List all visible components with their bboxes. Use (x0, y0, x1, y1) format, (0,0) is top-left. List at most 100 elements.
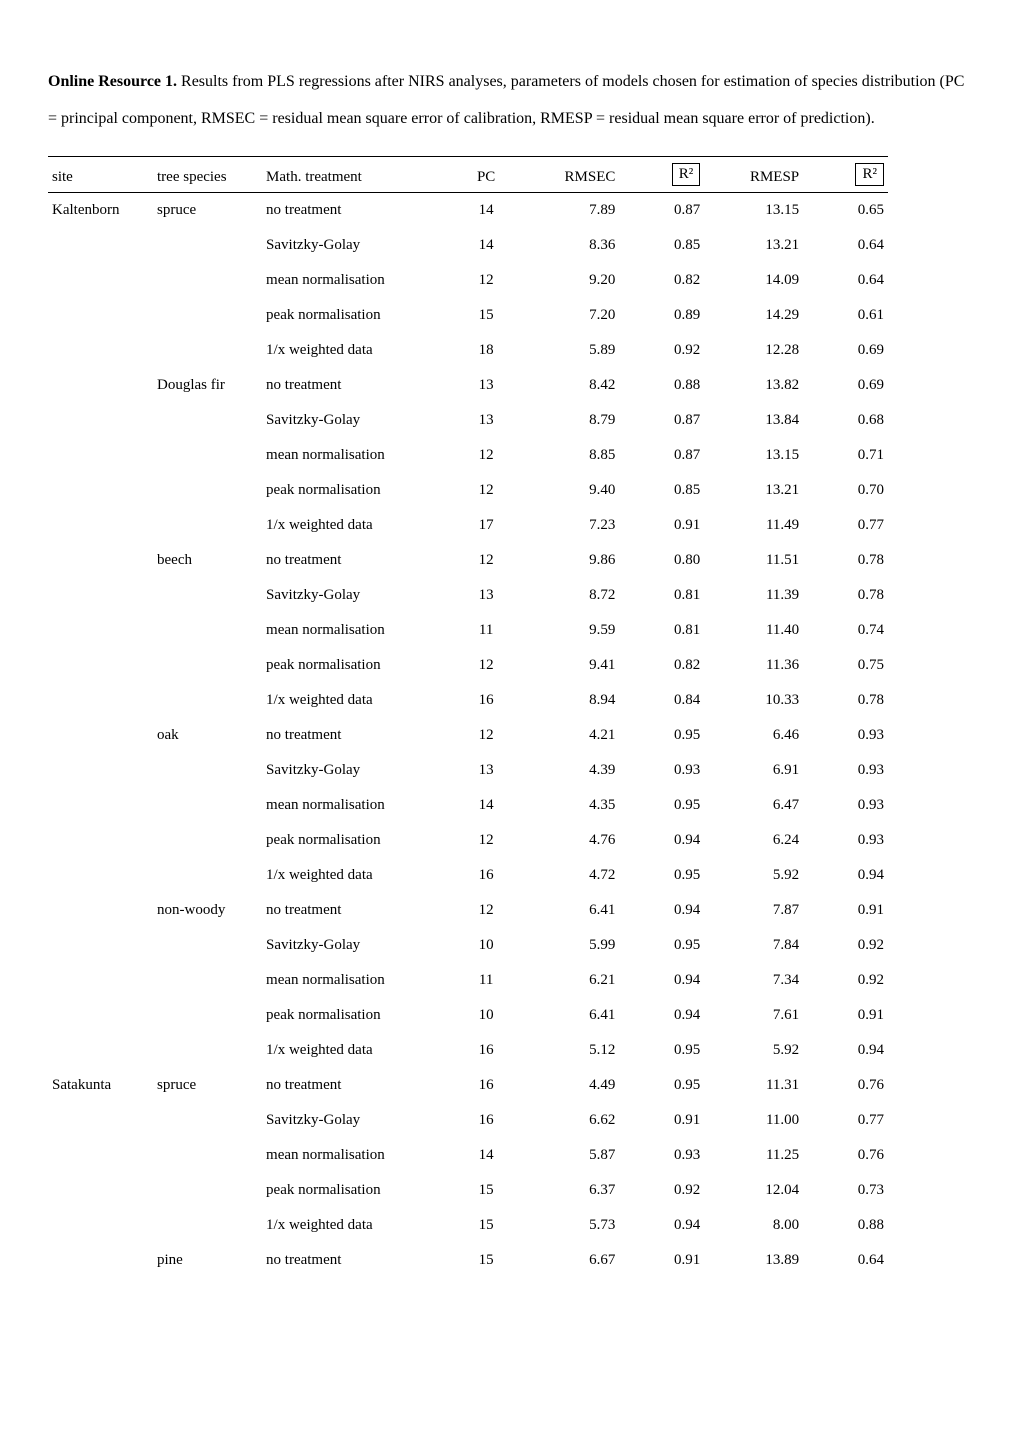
cell (48, 438, 153, 473)
cell: 11 (452, 963, 521, 998)
cell: 4.76 (520, 823, 619, 858)
cell: no treatment (262, 192, 452, 228)
cell: peak normalisation (262, 1173, 452, 1208)
table-row: Douglas firno treatment138.420.8813.820.… (48, 368, 888, 403)
cell: 0.93 (619, 753, 704, 788)
cell: 7.20 (520, 298, 619, 333)
cell: 0.85 (619, 473, 704, 508)
cell: 17 (452, 508, 521, 543)
table-row: mean normalisation145.870.9311.250.76 (48, 1138, 888, 1173)
cell: 5.73 (520, 1208, 619, 1243)
table-row: 1/x weighted data168.940.8410.330.78 (48, 683, 888, 718)
table-row: 1/x weighted data155.730.948.000.88 (48, 1208, 888, 1243)
cell (153, 928, 262, 963)
cell: 6.37 (520, 1173, 619, 1208)
cell: 0.91 (619, 1103, 704, 1138)
cell (48, 858, 153, 893)
cell: 13.84 (704, 403, 803, 438)
table-row: peak normalisation129.410.8211.360.75 (48, 648, 888, 683)
cell (48, 893, 153, 928)
cell (48, 823, 153, 858)
cell (48, 543, 153, 578)
cell: 6.46 (704, 718, 803, 753)
cell (48, 613, 153, 648)
table-row: Satakuntaspruceno treatment164.490.9511.… (48, 1068, 888, 1103)
col-header: R² (803, 156, 888, 192)
caption-label: Online Resource 1. (48, 73, 177, 90)
cell: 8.00 (704, 1208, 803, 1243)
cell (48, 1208, 153, 1243)
cell: 0.94 (619, 1208, 704, 1243)
cell: Savitzky-Golay (262, 1103, 452, 1138)
cell: 12.04 (704, 1173, 803, 1208)
cell: mean normalisation (262, 613, 452, 648)
cell: 0.75 (803, 648, 888, 683)
cell: pine (153, 1243, 262, 1278)
cell (153, 1138, 262, 1173)
cell: spruce (153, 192, 262, 228)
cell: 6.41 (520, 893, 619, 928)
cell: 0.65 (803, 192, 888, 228)
cell: 16 (452, 1033, 521, 1068)
table-row: 1/x weighted data177.230.9111.490.77 (48, 508, 888, 543)
cell (153, 683, 262, 718)
cell: 15 (452, 1243, 521, 1278)
cell: 6.24 (704, 823, 803, 858)
cell: 16 (452, 1068, 521, 1103)
cell: 5.12 (520, 1033, 619, 1068)
cell: 0.95 (619, 858, 704, 893)
cell: Satakunta (48, 1068, 153, 1103)
cell: Savitzky-Golay (262, 228, 452, 263)
cell: 7.34 (704, 963, 803, 998)
cell: 0.73 (803, 1173, 888, 1208)
table-row: oakno treatment124.210.956.460.93 (48, 718, 888, 753)
cell: 13.89 (704, 1243, 803, 1278)
cell: 10 (452, 928, 521, 963)
cell: 0.70 (803, 473, 888, 508)
cell: 0.82 (619, 263, 704, 298)
table-row: non-woodyno treatment126.410.947.870.91 (48, 893, 888, 928)
cell: no treatment (262, 368, 452, 403)
cell (48, 963, 153, 998)
cell (48, 1138, 153, 1173)
cell: 6.67 (520, 1243, 619, 1278)
cell: 1/x weighted data (262, 508, 452, 543)
cell: 1/x weighted data (262, 858, 452, 893)
cell (153, 228, 262, 263)
cell: no treatment (262, 893, 452, 928)
cell: 12 (452, 648, 521, 683)
table-row: 1/x weighted data185.890.9212.280.69 (48, 333, 888, 368)
cell: 13.21 (704, 473, 803, 508)
cell (153, 753, 262, 788)
cell: 16 (452, 1103, 521, 1138)
cell (153, 508, 262, 543)
cell: 1/x weighted data (262, 683, 452, 718)
cell: 7.84 (704, 928, 803, 963)
table-row: 1/x weighted data165.120.955.920.94 (48, 1033, 888, 1068)
cell: 6.47 (704, 788, 803, 823)
cell: peak normalisation (262, 998, 452, 1033)
cell: Savitzky-Golay (262, 753, 452, 788)
cell: 13.15 (704, 438, 803, 473)
table-row: Savitzky-Golay138.720.8111.390.78 (48, 578, 888, 613)
cell: 16 (452, 683, 521, 718)
cell: no treatment (262, 543, 452, 578)
cell: 0.64 (803, 228, 888, 263)
cell: 0.87 (619, 403, 704, 438)
cell: 0.84 (619, 683, 704, 718)
table-row: peak normalisation157.200.8914.290.61 (48, 298, 888, 333)
table-row: pineno treatment156.670.9113.890.64 (48, 1243, 888, 1278)
cell: 0.88 (803, 1208, 888, 1243)
cell: 0.93 (803, 718, 888, 753)
cell (153, 1173, 262, 1208)
cell: 11.51 (704, 543, 803, 578)
cell: no treatment (262, 1068, 452, 1103)
cell: 1/x weighted data (262, 1033, 452, 1068)
cell: 13.15 (704, 192, 803, 228)
cell: 0.69 (803, 333, 888, 368)
cell: 0.88 (619, 368, 704, 403)
cell: Savitzky-Golay (262, 928, 452, 963)
col-header: Math. treatment (262, 156, 452, 192)
table-row: peak normalisation156.370.9212.040.73 (48, 1173, 888, 1208)
cell: 9.40 (520, 473, 619, 508)
